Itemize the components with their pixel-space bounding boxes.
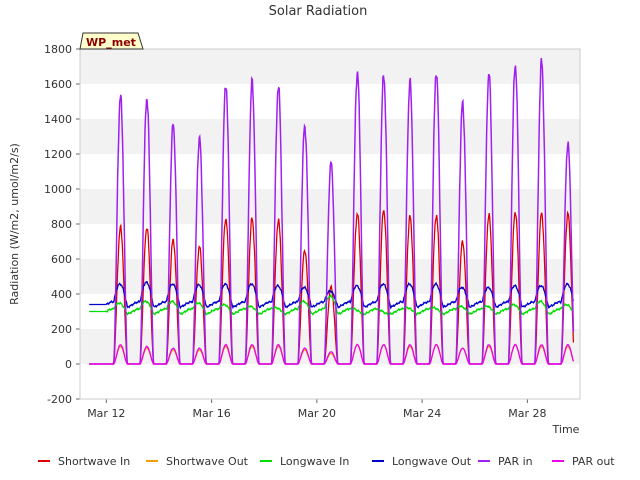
grid-band	[80, 189, 580, 224]
grid-band	[80, 119, 580, 154]
series-line-longwave-out	[89, 280, 575, 310]
badge-shape	[79, 32, 144, 50]
plot-frame	[79, 48, 581, 400]
y-tick-label: 1400	[44, 113, 72, 126]
legend-label: Shortwave In	[58, 455, 130, 468]
series-line-par-out	[89, 343, 575, 365]
y-tick-label: 1800	[44, 43, 72, 56]
legend-label: Longwave In	[280, 455, 349, 468]
y-tick-label: 200	[51, 323, 72, 336]
legend-label: PAR in	[498, 455, 533, 468]
x-axis-label: Time	[552, 423, 580, 436]
legend-label: Shortwave Out	[166, 455, 249, 468]
x-tick-label: Mar 12	[87, 407, 125, 420]
grid-bands	[80, 49, 580, 364]
chart-title: Solar Radiation	[269, 4, 368, 19]
x-tick-label: Mar 28	[508, 407, 546, 420]
y-tick-label: 1000	[44, 183, 72, 196]
x-axis-ticks: Mar 12 Mar 16 Mar 20 Mar 24 Mar 28	[87, 399, 546, 420]
x-tick-label: Mar 20	[298, 407, 336, 420]
grid-band	[80, 329, 580, 364]
legend-label: PAR out	[572, 455, 615, 468]
x-tick-label: Mar 24	[403, 407, 441, 420]
y-tick-label: 1600	[44, 78, 72, 91]
grid-band	[80, 49, 580, 84]
y-axis-ticks: -200 0 200 400 600 800 1000 1200 1400 1600 1800	[44, 43, 80, 406]
y-tick-label: 1200	[44, 148, 72, 161]
y-tick-label: 0	[65, 358, 72, 371]
dataset-badge: WP_met	[79, 32, 144, 50]
y-tick-label: 600	[51, 253, 72, 266]
legend: Shortwave In Shortwave Out Longwave In Long…	[38, 455, 615, 468]
legend-label: Longwave Out	[392, 455, 472, 468]
badge-label: WP_met	[86, 36, 136, 49]
y-tick-label: -200	[47, 393, 72, 406]
y-tick-label: 800	[51, 218, 72, 231]
y-axis-label: Radiation (W/m2, umol/m2/s)	[8, 143, 21, 305]
series-line-longwave-in	[89, 293, 574, 317]
x-tick-label: Mar 16	[192, 407, 230, 420]
series-line-par-in	[89, 58, 575, 365]
y-tick-label: 400	[51, 288, 72, 301]
series-lines	[89, 58, 575, 365]
